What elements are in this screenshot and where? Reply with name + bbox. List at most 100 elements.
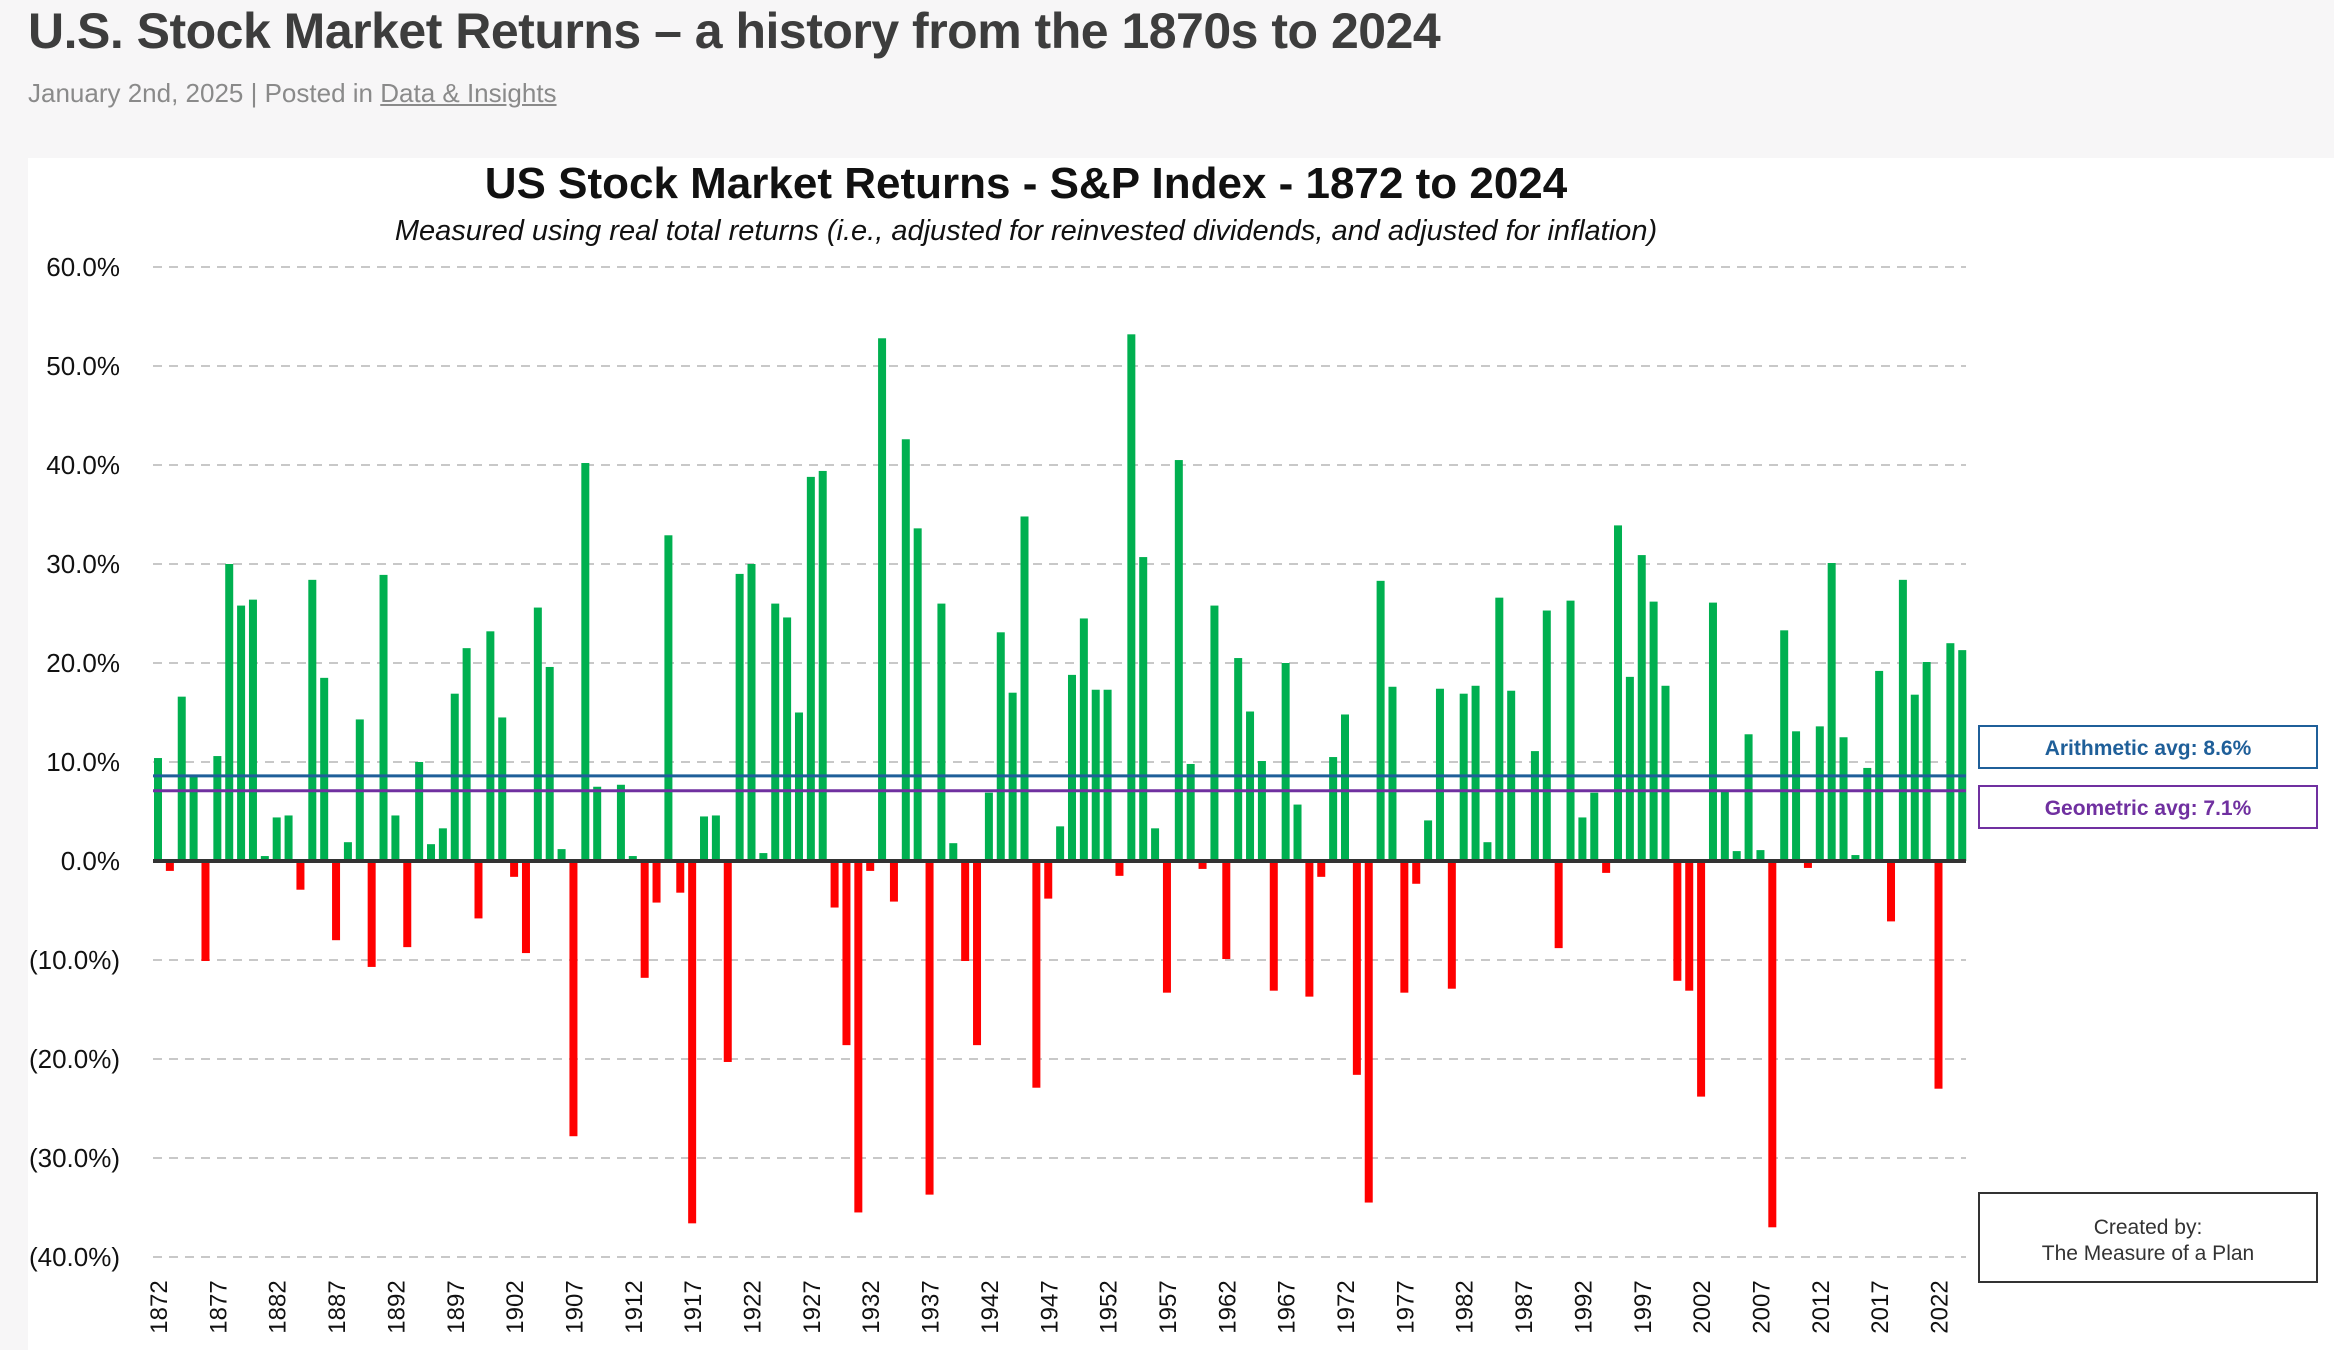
bar [415,762,424,861]
x-tick-label: 1882 [265,1280,292,1333]
bar [1875,670,1884,861]
bar [1210,605,1219,861]
bar [1673,861,1682,981]
credit-line-1: Created by: [2094,1216,2203,1239]
x-tick-label: 1947 [1036,1280,1063,1333]
bar [165,861,174,871]
posted-in-text: | Posted in [243,78,381,108]
bar [1792,731,1801,861]
bar [343,842,352,861]
bar [1257,761,1266,861]
bar [272,817,281,861]
bar [949,843,958,861]
gridlines [153,266,1966,1258]
bar [996,632,1005,861]
chart-title: US Stock Market Returns - S&P Index - 18… [485,159,1568,208]
bar [1115,861,1124,876]
bar [889,861,898,902]
bar [925,861,934,1195]
bar [1447,861,1456,989]
bar [1661,685,1670,861]
average-lines: Arithmetic avg: 8.6% Geometric avg: 7.1% [153,725,2318,829]
category-link[interactable]: Data & Insights [380,78,557,108]
x-tick-label: 1902 [502,1280,529,1333]
bar [1186,763,1195,861]
x-tick-label: 2002 [1689,1280,1716,1333]
bar [1590,792,1599,861]
y-tick-label: 20.0% [46,648,120,678]
bar [1495,597,1504,861]
bar [1174,460,1183,861]
bar [1352,861,1361,1075]
bar [1234,658,1243,861]
x-tick-label: 1872 [146,1280,173,1333]
bar [1898,579,1907,861]
y-axis-ticks: 60.0% 50.0% 40.0% 30.0% 20.0% 10.0% 0.0% (10.0%… [29,252,120,1272]
bar [332,861,341,941]
chart-subtitle: Measured using real total returns (i.e.,… [395,215,1657,247]
bar [1637,555,1646,861]
x-tick-label: 1897 [443,1280,470,1333]
bar [1222,861,1231,960]
bar [593,786,602,861]
bar [1317,861,1326,877]
bar [640,861,649,978]
bar [794,712,803,861]
x-tick-label: 2007 [1748,1280,1775,1333]
x-tick-label: 1972 [1333,1280,1360,1333]
bar [973,861,982,1046]
x-tick-label: 1957 [1155,1280,1182,1333]
x-tick-label: 2017 [1867,1280,1894,1333]
post-meta: January 2nd, 2025 | Posted in Data & Ins… [28,78,557,109]
average-label: Arithmetic avg: 8.6% [2045,737,2252,760]
bar [557,849,566,861]
bar [1815,726,1824,861]
bar [1400,861,1409,993]
y-tick-label: (30.0%) [29,1143,120,1173]
bar [1732,851,1741,861]
bar [320,677,329,861]
y-tick-label: (10.0%) [29,945,120,975]
bar [189,775,198,861]
bar [1934,861,1943,1089]
y-tick-label: 30.0% [46,549,120,579]
bar [711,815,720,861]
bar [1827,563,1836,861]
bar [961,861,970,961]
x-tick-label: 1942 [977,1280,1004,1333]
bar [1483,842,1492,861]
y-tick-label: 60.0% [46,252,120,282]
bar [1614,525,1623,861]
x-tick-label: 1997 [1630,1280,1657,1333]
bar [177,696,186,861]
bar [1139,557,1148,861]
bar [1151,828,1160,861]
bar [1198,861,1207,869]
bar [1067,674,1076,861]
bar [237,605,246,861]
y-tick-label: (20.0%) [29,1044,120,1074]
bar [545,666,554,861]
bar [723,861,732,1062]
bar [878,338,887,861]
x-tick-label: 1987 [1511,1280,1538,1333]
credit-line-2: The Measure of a Plan [2042,1242,2254,1265]
bar [213,756,222,861]
bar [1341,714,1349,861]
bar [1554,861,1563,949]
bar [1329,757,1338,861]
bar [1910,694,1919,861]
bar [1946,643,1955,861]
bar [1127,334,1136,861]
bar [486,631,495,861]
chart-card: US Stock Market Returns - S&P Index - 18… [28,158,2334,1350]
bar [248,599,257,861]
x-tick-label: 1917 [680,1280,707,1333]
bar [854,861,863,1213]
x-tick-label: 1887 [324,1280,351,1333]
bar [403,861,412,948]
bar [700,816,709,861]
bar [806,476,815,861]
bar [1839,737,1848,861]
bar [676,861,685,893]
